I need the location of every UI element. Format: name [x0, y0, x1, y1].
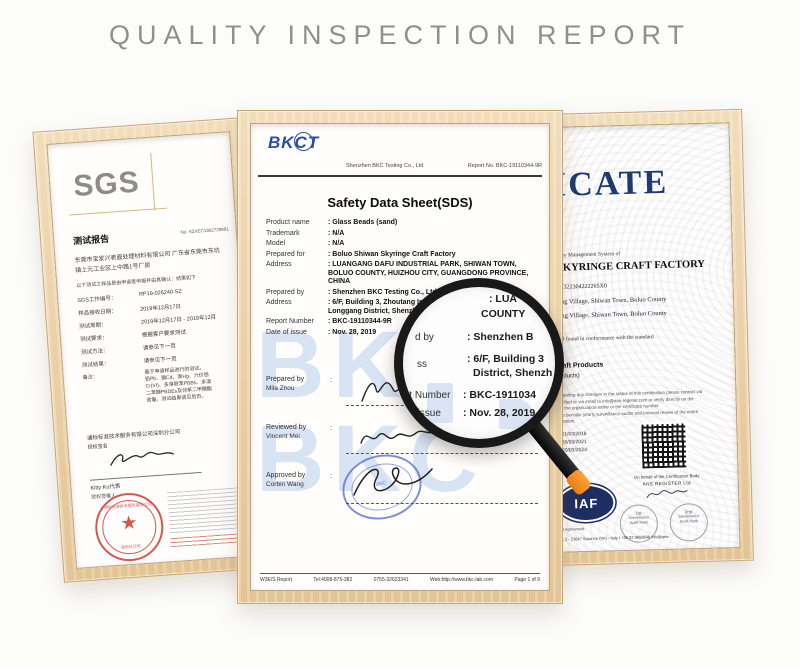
sgs-representative: Kitty Ku代表 [90, 483, 121, 492]
sgs-logo: SGS [72, 165, 141, 204]
stamp-star-icon: ★ [119, 512, 139, 535]
sds-sign-row-reviewed: Reviewed by Vincent Mei [266, 423, 544, 471]
sgs-report-paper: SGS 测试报告 No. SZXEC1902729801 东莞市宝发兴表面处理材… [46, 131, 260, 569]
sds-header-company: Shenzhen BKC Testing Co., Ltd [346, 163, 424, 169]
sds-row: Prepared byShenzhen BKC Testing Co., Ltd… [266, 289, 542, 298]
page-title: QUALITY INSPECTION REPORT [108, 20, 692, 50]
magnified-view: : LUA COUNTY d by : Shenzhen B ss : 6/F,… [403, 287, 555, 439]
sds-row: TrademarkN/A [266, 230, 542, 239]
certificate-system-line: ality Management System of [556, 251, 621, 259]
magnifier-lens: : LUA COUNTY d by : Shenzhen B ss : 6/F,… [394, 278, 564, 448]
certification-body-signature [646, 489, 688, 498]
sgs-sign-company: 通标标准技术服务有限公司深圳分公司 [86, 429, 181, 442]
signature-line [346, 453, 538, 454]
sds-row: Product nameGlass Beads (sand) [266, 219, 542, 228]
sgs-intro-line: 以下测试之样品是由申请者申报并由其确认：结果如下 [76, 274, 197, 290]
sgs-report-title: 测试报告 [72, 233, 110, 247]
colon [330, 377, 332, 384]
sgs-crosshair-vline [150, 152, 156, 211]
magnified-watermark-shape [427, 383, 453, 423]
sgs-crosshair-hline [69, 207, 168, 216]
bkc-logo-circle-icon [294, 132, 313, 151]
certificate-address-2: ang Village, Shiwan Town, Boluo County [558, 309, 667, 320]
certificate-title-fragment: ICATE [552, 163, 669, 204]
sds-row: Date of issueNov. 28, 2019 [266, 329, 542, 338]
approved-by-signature [353, 467, 433, 496]
sgs-signature [110, 451, 174, 466]
sds-row: ModelN/A [266, 240, 542, 249]
certificate-address-1: ang Village, Shiwan Town, Boluo County [557, 295, 667, 306]
sgs-remark-lines: 基于申请样品进行的测试， 铅Pb、镉Cd、汞Hg、六价铬 Cr(VI)、多溴联苯… [144, 365, 213, 404]
magnified-watermark-shape [499, 399, 533, 429]
sgs-field-rows: SGS工作编号： RP19-026240-SZ 样品接收日期： 2019年12月17… [77, 285, 238, 374]
reviewed-by-signature [360, 430, 436, 444]
sgs-red-stamp: 通标标准技术服务有限公司 ★ 深圳分公司 [93, 490, 166, 564]
certificate-paper: ICATE ality Management System of SKYRING… [507, 122, 741, 554]
sds-footer: W3E/S Report Tel:4008-875-382 0755-32623… [260, 573, 540, 583]
certificate-scope-1: raft Products [559, 361, 604, 370]
sds-row: Prepared forBoluo Shiwan Skyringe Craft … [266, 251, 542, 260]
sds-row: Report NumberBKC-19110344-9R [266, 318, 542, 327]
signature-line [346, 503, 538, 504]
certificate-reg-code: 41322304222265X0 [557, 283, 608, 291]
certificate-fineprint: garding any changes in the status of thi… [560, 388, 703, 424]
frame-sgs-report: SGS 测试报告 No. SZXEC1902729801 东莞市宝发兴表面处理材… [32, 117, 274, 583]
sds-title: Safety Data Sheet(SDS) [327, 195, 473, 210]
qr-code [639, 421, 689, 471]
sds-row: AddressLUANGANG DAFU INDUSTRIAL PARK, SH… [266, 261, 542, 287]
sds-header-rule [258, 175, 542, 177]
sgs-applicant-lines: 东莞市宝发兴表面处理材料有限公司 广东省东莞市东坑镇上元工业区上中路1号厂房 [74, 248, 221, 275]
iaf-badge: IAF [558, 485, 614, 521]
certificate-company: SKYRINGE CRAFT FACTORY [557, 258, 706, 274]
sgs-report-number: No. SZXEC1902729801 [180, 226, 229, 235]
colon [330, 425, 332, 432]
certificate-conformance-line: nd found in conformance with the standar… [558, 334, 654, 343]
frame-certificate: ICATE ality Management System of SKYRING… [494, 108, 754, 568]
sds-header-report-no: Report No. BKC-19110344-9R [467, 163, 542, 169]
certificate-dates: 21/03/2018 26/03/2021 20/03/2024 [561, 431, 588, 454]
colon [330, 473, 332, 480]
